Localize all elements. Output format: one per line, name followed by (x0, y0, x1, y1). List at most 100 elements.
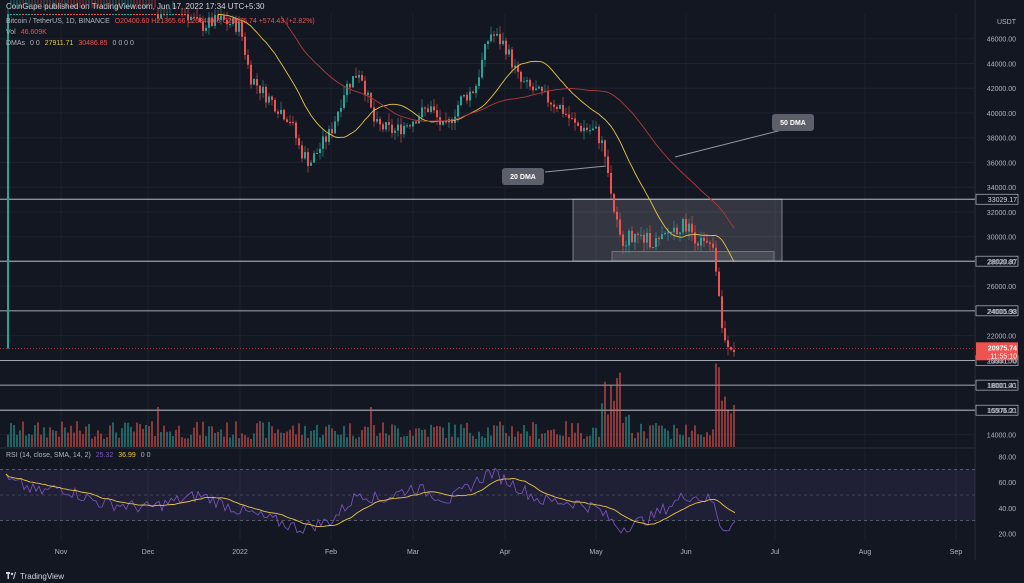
volume-bar (520, 433, 522, 447)
volume-bar (7, 434, 9, 447)
candle-body (64, 14, 66, 15)
candle-body (394, 130, 396, 133)
candle-body (241, 21, 243, 37)
volume-bar (148, 426, 150, 447)
volume-bar (133, 431, 135, 447)
candle-body (496, 33, 498, 36)
candle-body (523, 81, 525, 83)
volume-bar (319, 437, 321, 447)
price-tick-label: 44000.00 (987, 61, 1016, 68)
volume-bar (175, 429, 177, 447)
volume-bar (694, 425, 696, 447)
volume-bar (238, 438, 240, 447)
candle-body (730, 347, 732, 350)
rsi-value: 25.32 (95, 452, 114, 459)
time-axis-label: Nov (55, 549, 68, 556)
candle-body (214, 14, 216, 26)
volume-bar (403, 436, 405, 447)
volume-bar (298, 423, 300, 447)
volume-bar (433, 427, 435, 447)
volume-bar (109, 425, 111, 447)
volume-bar (367, 427, 369, 447)
volume-bar (571, 423, 573, 447)
volume-bar (313, 430, 315, 447)
candle-body (673, 227, 675, 233)
footer-brand[interactable]: TradingView (20, 572, 65, 581)
candle-body (61, 14, 63, 15)
level-label: 18001.41 (988, 383, 1017, 390)
volume-bar (643, 431, 645, 447)
volume-bar (499, 421, 501, 447)
candle-body (244, 36, 246, 55)
candle-body (76, 14, 78, 15)
candle-body (271, 96, 273, 100)
volume-bar (448, 422, 450, 447)
candle-body (556, 106, 558, 109)
candle-body (118, 14, 120, 15)
price-tick-label: 16000.00 (987, 408, 1016, 415)
volume-bar (622, 422, 624, 447)
volume-bar (544, 433, 546, 447)
dma20-callout (502, 168, 544, 185)
candle-body (493, 34, 495, 36)
candle-body (463, 94, 465, 97)
candle-body (547, 90, 549, 103)
candle-body (319, 148, 321, 153)
volume-bar (706, 432, 708, 447)
candle-body (412, 121, 414, 127)
candle-body (631, 230, 633, 243)
volume-bar (163, 425, 165, 447)
level-label: 24005.98 (988, 309, 1017, 316)
volume-bar (112, 422, 114, 447)
candle-body (613, 193, 615, 212)
price-tick-label: 38000.00 (987, 136, 1016, 143)
tradingview-logo-icon (6, 572, 16, 579)
volume-bar (379, 432, 381, 447)
volume-bar (103, 438, 105, 447)
volume-bar (136, 422, 138, 447)
time-axis-label: Dec (142, 549, 155, 556)
candle-body (331, 129, 333, 134)
volume-bar (82, 434, 84, 447)
symbol-label: Bitcoin / TetherUS, 1D, BINANCE (6, 18, 110, 25)
candle-body (700, 237, 702, 246)
candle-body (166, 14, 168, 15)
volume-bar (412, 435, 414, 447)
volume-bar (715, 363, 717, 447)
volume-bar (529, 435, 531, 447)
candle-body (85, 14, 87, 15)
dma20-callout-label: 20 DMA (510, 174, 536, 181)
candle-body (544, 90, 546, 92)
candle-body (223, 15, 225, 20)
price-tick-label: 46000.00 (987, 37, 1016, 44)
volume-bar (634, 438, 636, 447)
level-tag (975, 305, 1019, 317)
candle-body (514, 65, 516, 68)
price-tick-label: 20000.00 (987, 358, 1016, 365)
candle-body (721, 296, 723, 329)
volume-bar (652, 425, 654, 447)
candle-body (349, 83, 351, 88)
price-tick-label: 36000.00 (987, 160, 1016, 167)
volume-bar (583, 438, 585, 447)
volume-bar (19, 430, 21, 447)
candle-body (232, 18, 234, 25)
volume-bar (316, 424, 318, 447)
volume-bar (670, 438, 672, 447)
volume-bar (58, 436, 60, 447)
volume-bar (49, 427, 51, 447)
candle-body (37, 14, 39, 15)
candle-body (622, 234, 624, 246)
volume-bar (382, 422, 384, 447)
candle-body (112, 14, 114, 15)
volume-bar (406, 436, 408, 447)
volume-bar (436, 426, 438, 447)
volume-bar (451, 436, 453, 447)
candle-body (706, 240, 708, 243)
volume-bar (556, 434, 558, 447)
candle-body (643, 234, 645, 243)
candle-body (667, 232, 669, 234)
candle-body (388, 122, 390, 125)
current-price-tag (976, 342, 1018, 361)
